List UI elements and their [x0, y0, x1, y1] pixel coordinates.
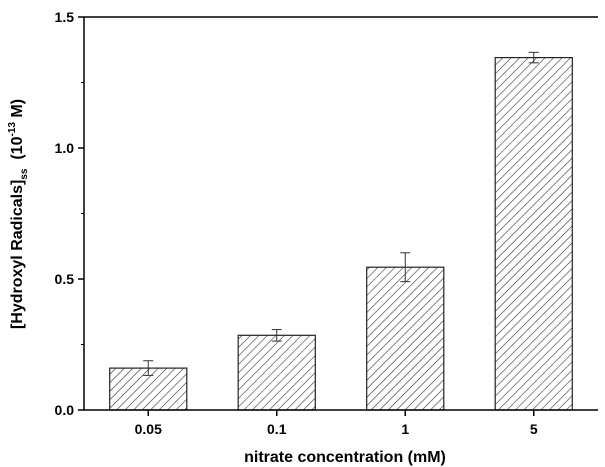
error-bars: [143, 51, 539, 376]
y-axis-title-spacer: [9, 160, 26, 169]
y-tick-label-0: 0.0: [55, 402, 75, 418]
y-tick-label-3: 1.5: [55, 9, 75, 25]
x-tick-label-1: 0.1: [267, 421, 287, 437]
bars: [109, 56, 573, 411]
x-tick-label-3: 5: [530, 421, 538, 437]
bar-3: [494, 56, 573, 411]
x-tick-label-0: 0.05: [135, 421, 162, 437]
y-axis-title-unit-prefix: (10: [9, 136, 26, 159]
y-axis-title-main: [Hydroxyl Radicals]: [9, 180, 26, 329]
y-axis-title: [Hydroxyl Radicals]ss (10-13 M): [7, 99, 30, 329]
y-axis-title-subscript: ss: [19, 168, 30, 180]
y-tick-label-2: 1.0: [55, 140, 75, 156]
y-tick-label-1: 0.5: [55, 271, 75, 287]
x-axis-title: nitrate concentration (mM): [244, 449, 446, 466]
y-axis-title-unit-suffix: M): [9, 99, 26, 122]
x-ticks: 0.05 0.1 1 5: [135, 410, 538, 437]
bar-2: [366, 266, 445, 411]
y-ticks: 0.0 0.5 1.0 1.5: [55, 9, 84, 418]
y-axis-title-exponent: -13: [7, 122, 18, 137]
bar-1: [237, 334, 316, 411]
x-tick-label-2: 1: [401, 421, 409, 437]
